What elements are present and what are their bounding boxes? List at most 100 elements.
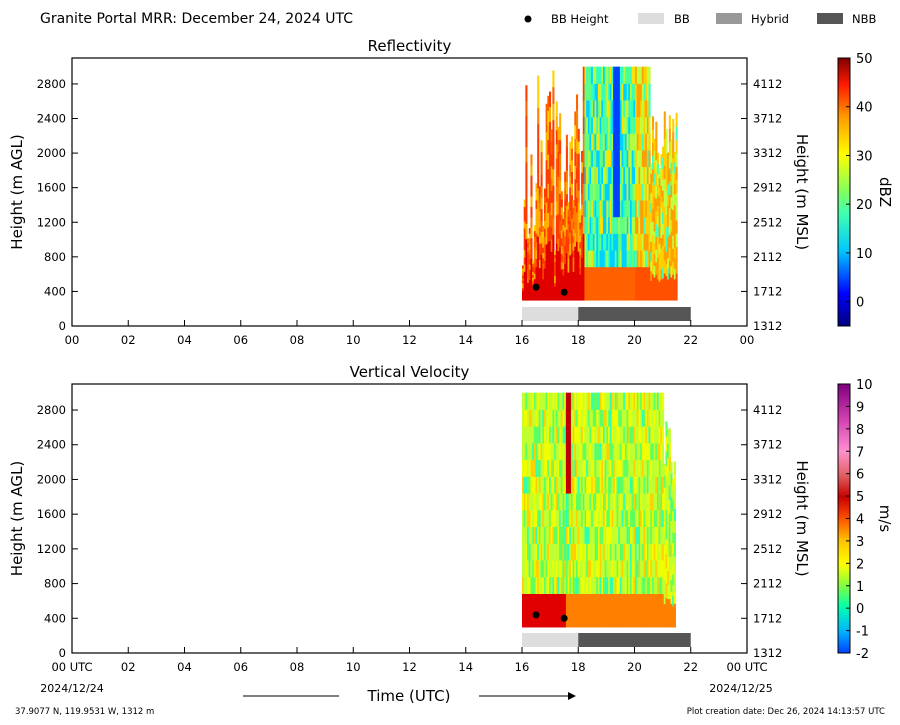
- x-tick-label: 18: [571, 333, 586, 347]
- colorbar-tick-label: 0: [856, 296, 864, 311]
- legend-label-nbb: NBB: [852, 12, 876, 26]
- x-tick-label: 02: [121, 333, 136, 347]
- y-tick-label: 800: [44, 577, 66, 591]
- colorbar: [837, 57, 851, 327]
- legend-swatch-nbb: [817, 13, 843, 24]
- x-tick-label: 22: [683, 333, 698, 347]
- y-tick-label-right: 3312: [753, 472, 782, 486]
- location-text: 37.9077 N, 119.9531 W, 1312 m: [15, 707, 154, 717]
- bb-type-bar-bb: [522, 307, 579, 321]
- colorbar-tick-label: 40: [856, 101, 873, 116]
- colorbar-tick-label: 7: [856, 445, 864, 460]
- x-tick-label: 00 UTC: [726, 660, 767, 674]
- x-tick-label: 00 UTC: [51, 660, 92, 674]
- colorbar-tick-label: 8: [856, 423, 864, 438]
- colorbar-tick-label: 2: [856, 557, 864, 572]
- page-title: Granite Portal MRR: December 24, 2024 UT…: [40, 11, 353, 27]
- colorbar-label: dBZ: [876, 177, 894, 207]
- y-tick-label: 2800: [37, 77, 66, 91]
- y-axis-label-right: Height (m MSL): [793, 134, 811, 250]
- y-tick-label-right: 1312: [753, 319, 782, 333]
- colorbar-tick-label: 10: [856, 247, 873, 262]
- y-axis-label-right: Height (m MSL): [793, 460, 811, 576]
- panel-vertical-velocity: Vertical Velocity04008001200160020002400…: [8, 363, 894, 674]
- y-tick-label-right: 2112: [753, 250, 782, 264]
- x-tick-label: 18: [571, 660, 586, 674]
- y-tick-label: 2400: [37, 112, 66, 126]
- x-tick-label: 12: [402, 333, 417, 347]
- bb-type-bar-bb: [522, 633, 579, 647]
- y-tick-label-right: 3712: [753, 438, 782, 452]
- y-tick-label-right: 1312: [753, 646, 782, 660]
- y-tick-label: 400: [44, 611, 66, 625]
- x-tick-label: 00: [740, 333, 755, 347]
- x-tick-label: 10: [346, 660, 361, 674]
- x-tick-label: 04: [177, 333, 192, 347]
- legend-swatch-hybrid: [716, 13, 742, 24]
- panel-title: Vertical Velocity: [350, 363, 470, 381]
- panel-title: Reflectivity: [368, 37, 452, 55]
- y-tick-label: 1600: [37, 507, 66, 521]
- x-axis-label: Time (UTC): [367, 687, 451, 705]
- bb-height-marker: [560, 614, 568, 622]
- colorbar-tick-label: -2: [856, 647, 869, 662]
- legend-label-hybrid: Hybrid: [751, 12, 789, 26]
- colorbar-tick-label: 20: [856, 198, 873, 213]
- legend: BB Height BB Hybrid NBB: [524, 12, 876, 26]
- y-tick-label-right: 1712: [753, 284, 782, 298]
- y-tick-label-right: 3312: [753, 146, 782, 160]
- heatmap-field: [522, 392, 676, 628]
- colorbar-tick-label: 4: [856, 513, 864, 528]
- bb-type-bar-nbb: [578, 633, 691, 647]
- xlabel-arrow-head: [568, 692, 576, 700]
- colorbar-tick-label: 9: [856, 400, 864, 415]
- y-tick-label-right: 2912: [753, 507, 782, 521]
- colorbar-tick-label: 6: [856, 468, 864, 483]
- x-tick-label: 02: [121, 660, 136, 674]
- start-date-label: 2024/12/24: [40, 682, 103, 695]
- y-tick-label-right: 2512: [753, 542, 782, 556]
- legend-label-bb: BB: [674, 12, 690, 26]
- legend-label-bb-height: BB Height: [551, 12, 609, 26]
- x-tick-label: 20: [627, 333, 642, 347]
- x-tick-label: 12: [402, 660, 417, 674]
- y-tick-label: 1600: [37, 181, 66, 195]
- x-tick-label: 08: [290, 660, 305, 674]
- colorbar-tick-label: 5: [856, 490, 864, 505]
- legend-marker-bb-height: [524, 15, 532, 23]
- y-tick-label: 2000: [37, 146, 66, 160]
- x-tick-label: 16: [515, 660, 530, 674]
- x-tick-label: 06: [233, 333, 248, 347]
- bb-type-bar-nbb: [578, 307, 691, 321]
- x-tick-label: 14: [458, 333, 473, 347]
- colorbar-tick-label: 3: [856, 535, 864, 550]
- y-tick-label: 1200: [37, 542, 66, 556]
- y-tick-label: 400: [44, 284, 66, 298]
- panel-reflectivity: Reflectivity0400800120016002000240028001…: [8, 37, 894, 347]
- y-tick-label-right: 2112: [753, 577, 782, 591]
- y-tick-label-right: 2912: [753, 181, 782, 195]
- x-tick-label: 06: [233, 660, 248, 674]
- colorbar-label: m/s: [876, 505, 894, 533]
- y-tick-label: 2800: [37, 403, 66, 417]
- legend-swatch-bb: [638, 13, 664, 24]
- colorbar-tick-label: 1: [856, 580, 864, 595]
- heatmap-field: [522, 66, 678, 301]
- x-tick-label: 04: [177, 660, 192, 674]
- bb-height-marker: [560, 288, 568, 296]
- creation-date-text: Plot creation date: Dec 26, 2024 14:13:5…: [687, 707, 885, 717]
- x-tick-label: 00: [65, 333, 80, 347]
- y-tick-label-right: 4112: [753, 77, 782, 91]
- y-tick-label-right: 4112: [753, 403, 782, 417]
- y-tick-label: 800: [44, 250, 66, 264]
- x-tick-label: 16: [515, 333, 530, 347]
- x-tick-label: 22: [683, 660, 698, 674]
- colorbar-tick-label: 30: [856, 149, 873, 164]
- x-tick-label: 20: [627, 660, 642, 674]
- y-axis-label: Height (m AGL): [8, 461, 26, 576]
- y-axis-label: Height (m AGL): [8, 134, 26, 249]
- y-tick-label-right: 1712: [753, 611, 782, 625]
- y-tick-label: 2400: [37, 438, 66, 452]
- x-tick-label: 14: [458, 660, 473, 674]
